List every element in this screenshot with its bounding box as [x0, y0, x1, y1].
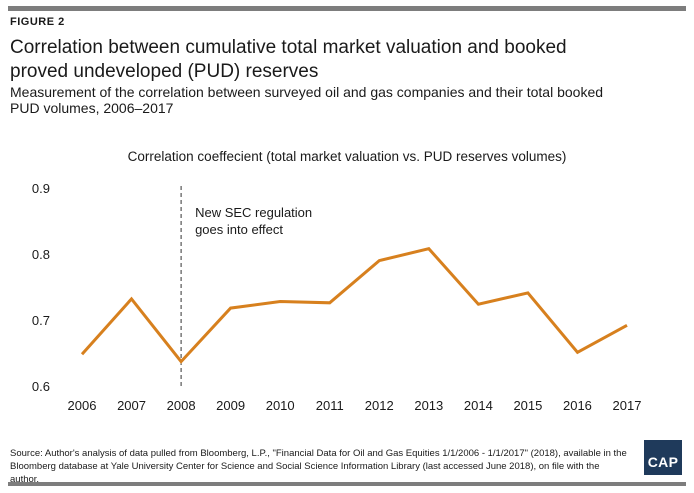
chart-title: Correlation coeffecient (total market va…: [127, 149, 567, 164]
figure-subtitle: Measurement of the correlation between s…: [10, 84, 604, 116]
top-rule: [8, 6, 686, 11]
source-note: Source: Author's analysis of data pulled…: [10, 448, 627, 485]
y-tick-label: 0.6: [32, 379, 50, 394]
y-tick-label: 0.9: [32, 181, 50, 196]
x-tick-label: 2015: [513, 398, 542, 413]
x-tick-label: 2006: [68, 398, 97, 413]
line-chart: 0.6 0.7 0.8 0.9 2006 2007 2008 2009 2010 2011 2012…: [32, 181, 642, 413]
annotation-text: goes into effect: [195, 222, 283, 237]
x-tick-label: 2016: [563, 398, 592, 413]
x-tick-label: 2010: [266, 398, 295, 413]
x-tick-label: 2008: [167, 398, 196, 413]
y-tick-label: 0.8: [32, 247, 50, 262]
series-line: [80, 247, 628, 364]
x-tick-label: 2012: [365, 398, 394, 413]
x-tick-label: 2011: [316, 398, 344, 413]
y-tick-label: 0.7: [32, 313, 50, 328]
x-tick-label: 2007: [117, 398, 146, 413]
x-tick-label: 2017: [613, 398, 642, 413]
x-tick-label: 2013: [414, 398, 443, 413]
figure-title: Correlation between cumulative total mar…: [10, 37, 567, 82]
cap-logo: CAP: [644, 440, 682, 475]
x-tick-label: 2009: [216, 398, 245, 413]
bottom-rule: [8, 482, 686, 486]
annotation-text: New SEC regulation: [195, 205, 312, 220]
figure-label: FIGURE 2: [10, 16, 65, 28]
x-tick-label: 2014: [464, 398, 493, 413]
